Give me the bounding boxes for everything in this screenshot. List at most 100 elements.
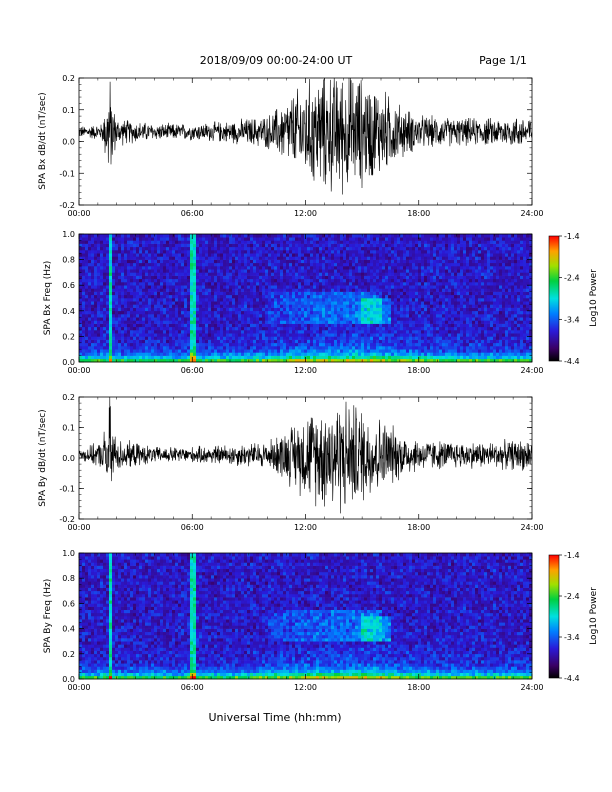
bx-spectrogram-cell: [238, 291, 242, 296]
bx-spectrogram-cell: [325, 240, 329, 244]
bx-spectrogram-cell: [304, 346, 308, 350]
bx-spectrogram-cell: [313, 352, 317, 356]
bx-spectrogram-cell: [106, 266, 110, 270]
bx-spectrogram-cell: [337, 298, 341, 302]
bx-spectrogram-cell: [424, 342, 428, 347]
bx-spectrogram-cell: [292, 262, 296, 267]
bx-spectrogram-cell: [205, 352, 209, 356]
bx-spectrogram-cell: [127, 304, 131, 308]
bx-spectrogram-cell: [400, 253, 404, 257]
bx-spectrogram-cell: [325, 272, 329, 276]
bx-spectrogram-cell: [196, 355, 200, 360]
bx-spectrogram-cell: [118, 298, 122, 302]
bx-spectrogram-cell: [289, 285, 293, 289]
bx-spectrogram-cell: [358, 262, 362, 267]
bx-spectrogram-cell: [127, 253, 131, 257]
bx-spectrogram-cell: [118, 285, 122, 289]
bx-spectrogram-cell: [286, 355, 290, 360]
bx-spectrogram-cell: [190, 346, 194, 350]
bx-spectrogram-cell: [202, 272, 206, 276]
bx-spectrogram-cell: [286, 259, 290, 264]
bx-spectrogram-cell: [169, 355, 173, 360]
bx-spectrogram-cell: [196, 275, 200, 280]
bx-spectrogram-cell: [91, 326, 95, 331]
bx-spectrogram-cell: [181, 304, 185, 308]
bx-spectrogram-cell: [358, 339, 362, 344]
bx-spectrogram-cell: [238, 317, 242, 321]
bx-spectrogram-cell: [193, 250, 197, 254]
bx-spectrogram-cell: [205, 253, 209, 257]
bx-spectrogram-cell: [280, 317, 284, 321]
bx-spectrogram-cell: [193, 301, 197, 305]
bx-spectrogram-cell: [274, 358, 278, 363]
bx-spectrogram-cell: [301, 333, 305, 337]
bx-spectrogram-cell: [229, 336, 233, 340]
bx-spectrogram-cell: [202, 342, 206, 347]
bx-spectrogram-cell: [148, 352, 152, 356]
bx-spectrogram-cell: [223, 298, 227, 302]
bx-spectrogram-cell: [172, 352, 176, 356]
bx-spectrogram-cell: [238, 330, 242, 334]
bx-spectrogram-cell: [79, 336, 83, 340]
bx-spectrogram-cell: [106, 317, 110, 321]
bx-spectrogram-cell: [403, 243, 407, 248]
bx-spectrogram-cell: [397, 314, 401, 318]
bx-spectrogram-cell: [115, 346, 119, 350]
bx-spectrogram-cell: [136, 304, 140, 308]
bx-spectrogram-cell: [112, 314, 116, 318]
bx-spectrogram-cell: [400, 250, 404, 254]
bx-spectrogram-cell: [232, 304, 236, 308]
bx-spectrogram-cell: [406, 266, 410, 270]
bx-spectrogram-cell: [253, 259, 257, 264]
bx-spectrogram-cell: [355, 339, 359, 344]
bx-spectrogram-cell: [208, 349, 212, 353]
bx-spectrogram-cell: [190, 342, 194, 347]
bx-spectrogram-cell: [328, 349, 332, 353]
bx-spectrogram-cell: [247, 282, 251, 286]
bx-spectrogram-cell: [100, 266, 104, 270]
bx-spectrogram-cell: [91, 314, 95, 318]
bx-spectrogram-cell: [373, 262, 377, 267]
bx-spectrogram-cell: [343, 259, 347, 264]
bx-spectrogram-cell: [358, 349, 362, 353]
bx-spectrogram-cell: [193, 358, 197, 363]
bx-spectrogram-cell: [307, 275, 311, 280]
bx-spectrogram-cell: [166, 346, 170, 350]
bx-spectrogram-cell: [181, 234, 185, 238]
bx-spectrogram-cell: [181, 272, 185, 276]
bx-spectrogram-cell: [325, 275, 329, 280]
bx-spectrogram-cell: [313, 314, 317, 318]
bx-spectrogram-cell: [391, 275, 395, 280]
bx-spectrogram-cell: [283, 352, 287, 356]
bx-spectrogram-cell: [151, 317, 155, 321]
bx-spectrogram-cell: [256, 339, 260, 344]
bx-spectrogram-cell: [223, 240, 227, 244]
bx-spectrogram-cell: [343, 326, 347, 331]
bx-spectrogram-cell: [439, 250, 443, 254]
bx-spectrogram-cell: [298, 336, 302, 340]
bx-spectrogram-cell: [397, 323, 401, 328]
bx-spectrogram-cell: [334, 355, 338, 360]
bx-spectrogram-cell: [331, 355, 335, 360]
bx-spectrogram-cell: [427, 259, 431, 264]
bx-spectrogram-cell: [292, 317, 296, 321]
bx-spectrogram-cell: [145, 272, 149, 276]
bx-spectrogram-cell: [424, 333, 428, 337]
bx-spectrogram-cell: [148, 320, 152, 324]
bx-spectrogram-cell: [136, 346, 140, 350]
bx-spectrogram-cell: [223, 246, 227, 251]
bx-spectrogram-cell: [172, 333, 176, 337]
bx-spectrogram-cell: [82, 352, 86, 356]
bx-spectrogram-cell: [217, 314, 221, 318]
bx-spectrogram-cell: [439, 355, 443, 360]
bx-spectrogram-cell: [145, 317, 149, 321]
bx-spectrogram-cell: [190, 349, 194, 353]
bx-spectrogram-cell: [358, 272, 362, 276]
bx-spectrogram-cell: [235, 266, 239, 270]
bx-spectrogram-cell: [364, 234, 368, 238]
bx-spectrogram-cell: [313, 240, 317, 244]
bx-spectrogram-cell: [400, 234, 404, 238]
bx-spectrogram-cell: [412, 272, 416, 276]
bx-spectrogram-cell: [364, 333, 368, 337]
bx-spectrogram-cell: [424, 285, 428, 289]
